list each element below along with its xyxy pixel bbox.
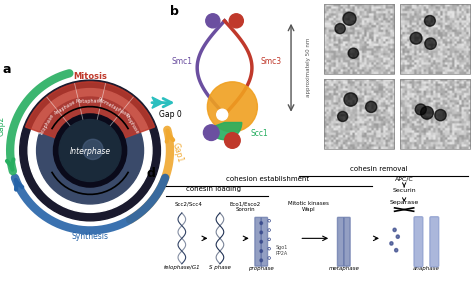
Bar bbox=[400, 4, 470, 74]
Circle shape bbox=[217, 109, 228, 120]
Wedge shape bbox=[26, 82, 155, 150]
FancyBboxPatch shape bbox=[337, 217, 344, 266]
Circle shape bbox=[415, 104, 426, 115]
Circle shape bbox=[425, 38, 436, 49]
Text: Scc1: Scc1 bbox=[251, 129, 269, 138]
Text: metaphase: metaphase bbox=[328, 266, 359, 271]
Text: Gap2: Gap2 bbox=[0, 115, 6, 136]
Bar bbox=[324, 79, 394, 149]
Text: Sgo1
PP2A: Sgo1 PP2A bbox=[275, 246, 288, 256]
Text: Eco1/Esco2
Sororin: Eco1/Esco2 Sororin bbox=[230, 201, 261, 212]
Text: a: a bbox=[3, 63, 11, 76]
Text: Smc3: Smc3 bbox=[261, 57, 282, 66]
Circle shape bbox=[260, 240, 263, 243]
Circle shape bbox=[396, 235, 400, 238]
FancyBboxPatch shape bbox=[430, 217, 439, 267]
Circle shape bbox=[59, 119, 121, 182]
Text: anaphase: anaphase bbox=[413, 266, 440, 271]
Circle shape bbox=[410, 32, 422, 44]
Text: Gap 0: Gap 0 bbox=[159, 110, 182, 119]
Text: Prophase: Prophase bbox=[124, 113, 140, 135]
Text: Prometaphase: Prometaphase bbox=[97, 96, 130, 118]
Circle shape bbox=[390, 242, 393, 245]
Text: telophase/G1: telophase/G1 bbox=[164, 265, 200, 270]
Text: S phase: S phase bbox=[209, 265, 231, 270]
Circle shape bbox=[225, 133, 240, 148]
Circle shape bbox=[260, 222, 263, 225]
Circle shape bbox=[260, 259, 263, 262]
Text: Gap1: Gap1 bbox=[170, 142, 184, 164]
Text: Smc1: Smc1 bbox=[171, 57, 192, 66]
FancyBboxPatch shape bbox=[344, 217, 350, 266]
Circle shape bbox=[424, 15, 435, 26]
Circle shape bbox=[343, 12, 356, 25]
Text: cohesion establishment: cohesion establishment bbox=[226, 176, 309, 182]
Text: Synthesis: Synthesis bbox=[72, 232, 109, 241]
FancyBboxPatch shape bbox=[255, 217, 261, 266]
Circle shape bbox=[344, 93, 357, 106]
Text: Anaphase: Anaphase bbox=[53, 100, 77, 116]
Bar bbox=[400, 79, 470, 149]
Circle shape bbox=[393, 228, 396, 231]
Circle shape bbox=[203, 125, 219, 141]
Text: Telophase: Telophase bbox=[39, 114, 55, 138]
Text: approximately 50 nm: approximately 50 nm bbox=[306, 38, 311, 98]
Polygon shape bbox=[152, 97, 163, 108]
Circle shape bbox=[420, 107, 433, 119]
Circle shape bbox=[229, 14, 243, 28]
Circle shape bbox=[260, 231, 263, 234]
Text: Metaphase: Metaphase bbox=[76, 98, 103, 104]
Text: cohesin loading: cohesin loading bbox=[186, 186, 241, 192]
FancyBboxPatch shape bbox=[414, 217, 423, 267]
Circle shape bbox=[28, 88, 152, 213]
Wedge shape bbox=[209, 123, 242, 140]
Text: Securin: Securin bbox=[392, 188, 416, 193]
Circle shape bbox=[206, 14, 220, 28]
Text: cohesin removal: cohesin removal bbox=[350, 166, 408, 172]
Text: Scc2/Scc4: Scc2/Scc4 bbox=[174, 201, 202, 206]
Circle shape bbox=[260, 250, 263, 253]
Text: Mitotic kinases
Wapl: Mitotic kinases Wapl bbox=[288, 201, 329, 212]
Circle shape bbox=[207, 82, 257, 132]
Circle shape bbox=[83, 139, 103, 160]
Circle shape bbox=[335, 23, 345, 34]
Text: Interphase: Interphase bbox=[70, 147, 110, 156]
Circle shape bbox=[54, 114, 127, 187]
Bar bbox=[324, 4, 394, 74]
Circle shape bbox=[36, 97, 144, 204]
Circle shape bbox=[435, 110, 446, 121]
FancyBboxPatch shape bbox=[261, 217, 267, 266]
Text: APC/C: APC/C bbox=[395, 177, 413, 182]
Text: b: b bbox=[170, 5, 179, 18]
Text: Mitosis: Mitosis bbox=[73, 72, 107, 81]
Text: Separase: Separase bbox=[390, 200, 419, 206]
Circle shape bbox=[20, 80, 160, 221]
Text: prophase: prophase bbox=[248, 266, 274, 271]
Circle shape bbox=[365, 101, 377, 113]
Text: SA1: SA1 bbox=[224, 102, 241, 111]
Text: d: d bbox=[147, 167, 156, 180]
Circle shape bbox=[394, 249, 398, 252]
Circle shape bbox=[337, 111, 348, 122]
Circle shape bbox=[348, 48, 358, 58]
